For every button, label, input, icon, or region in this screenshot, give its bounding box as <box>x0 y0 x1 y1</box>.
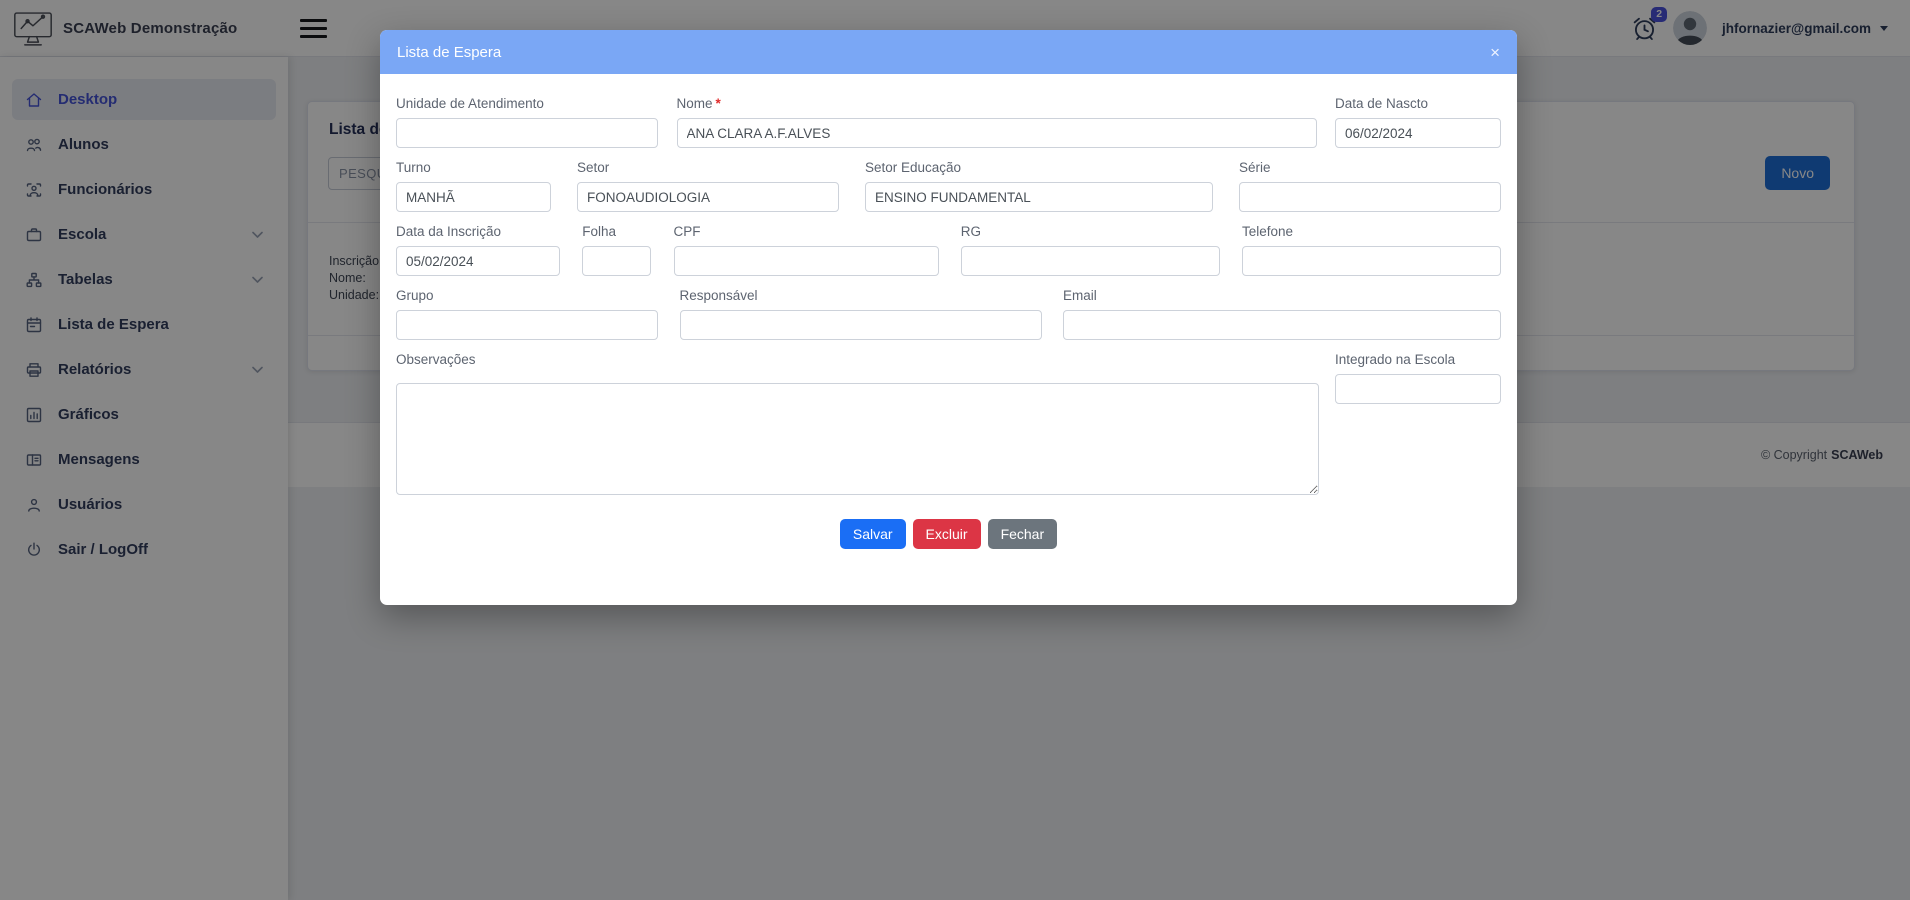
field-label-setor: Setor <box>577 160 610 175</box>
sidebar-item-desktop[interactable]: Desktop <box>12 79 276 120</box>
field-label-grupo: Grupo <box>396 288 434 303</box>
serie-field[interactable] <box>1239 182 1501 212</box>
sidebar-item-lista-de-espera[interactable]: Lista de Espera <box>12 304 276 345</box>
sidebar-item-label: Funcionários <box>58 181 153 198</box>
notification-badge: 2 <box>1651 6 1668 23</box>
grupo-field[interactable] <box>396 310 658 340</box>
sidebar-item-label: Gráficos <box>58 406 119 423</box>
chevron-down-icon <box>252 366 263 373</box>
setor-educacao-field[interactable] <box>865 182 1213 212</box>
copyright-text: © Copyright <box>1760 448 1828 462</box>
sidebar-item-label: Mensagens <box>58 451 140 468</box>
nome-field[interactable] <box>676 118 1317 148</box>
dropdown-caret-icon <box>1880 25 1888 31</box>
sidebar-item-alunos[interactable]: Alunos <box>12 124 276 165</box>
user-menu[interactable]: jhfornazier@gmail.com <box>1722 20 1871 36</box>
telefone-field[interactable] <box>1242 246 1501 276</box>
sidebar-item-label: Sair / LogOff <box>58 541 148 558</box>
printer-icon <box>26 362 42 377</box>
folha-field[interactable] <box>582 246 652 276</box>
chevron-down-icon <box>252 276 263 283</box>
turno-field[interactable] <box>396 182 551 212</box>
avatar[interactable] <box>1673 11 1708 45</box>
field-label-data-nascto: Data de Nascto <box>1335 96 1429 111</box>
close-button[interactable]: Fechar <box>987 519 1058 549</box>
integrado-na-escola-field[interactable] <box>1335 374 1501 404</box>
sidebar-item-escola[interactable]: Escola <box>12 214 276 255</box>
field-label-unidade-atendimento: Unidade de Atendimento <box>396 96 544 111</box>
record-line-unidade: Unidade: <box>329 288 380 302</box>
observacoes-field[interactable] <box>396 383 1319 495</box>
calendar-icon <box>26 316 42 332</box>
field-label-cpf: CPF <box>673 224 701 239</box>
briefcase-icon <box>26 227 42 241</box>
notifications-button[interactable]: 2 <box>1631 6 1668 42</box>
sidebar-item-relatorios[interactable]: Relatórios <box>12 349 276 390</box>
students-icon <box>26 138 42 151</box>
field-label-email: Email <box>1063 288 1097 303</box>
field-label-responsavel: Responsável <box>679 288 758 303</box>
field-label-folha: Folha <box>582 224 617 239</box>
cpf-field[interactable] <box>673 246 939 276</box>
sidebar-item-label: Desktop <box>58 91 118 108</box>
sidebar-item-mensagens[interactable]: Mensagens <box>12 439 276 480</box>
sitemap-icon <box>26 272 42 287</box>
sidebar-item-tabelas[interactable]: Tabelas <box>12 259 276 300</box>
record-line-nome: Nome: <box>329 271 366 285</box>
required-asterisk: * <box>715 96 721 111</box>
field-label-serie: Série <box>1239 160 1271 175</box>
sidebar: Desktop Alunos Funcionários Escola Tabel… <box>0 57 288 900</box>
lista-de-espera-modal: Lista de Espera × Unidade de Atendimento… <box>380 30 1517 605</box>
modal-title: Lista de Espera <box>397 43 502 61</box>
sidebar-item-label: Relatórios <box>58 361 132 378</box>
close-icon[interactable]: × <box>1490 42 1500 62</box>
novo-button[interactable]: Novo <box>1765 156 1830 190</box>
chart-icon <box>26 407 42 422</box>
rg-field[interactable] <box>960 246 1220 276</box>
data-nascto-field[interactable] <box>1335 118 1501 148</box>
field-label-data-inscricao: Data da Inscrição <box>396 224 502 239</box>
monitor-chart-logo-icon <box>14 11 52 46</box>
sidebar-item-label: Alunos <box>58 136 109 153</box>
data-inscricao-field[interactable] <box>396 246 560 276</box>
sidebar-item-label: Escola <box>58 226 107 243</box>
modal-header: Lista de Espera × <box>380 30 1517 74</box>
avatar-photo <box>1673 11 1708 45</box>
record-summary: Inscrição: Nome: Unidade: <box>329 253 383 304</box>
unidade-atendimento-field[interactable] <box>396 118 658 148</box>
sidebar-item-usuarios[interactable]: Usuários <box>12 484 276 525</box>
user-icon <box>28 498 40 512</box>
field-label-turno: Turno <box>396 160 431 175</box>
setor-field[interactable] <box>577 182 839 212</box>
responsavel-field[interactable] <box>679 310 1042 340</box>
field-label-rg: RG <box>960 224 981 239</box>
copyright-brand: SCAWeb <box>1831 448 1883 462</box>
field-label-setor-educacao: Setor Educação <box>865 160 962 175</box>
delete-button[interactable]: Excluir <box>912 519 981 549</box>
sidebar-item-graficos[interactable]: Gráficos <box>12 394 276 435</box>
staff-icon <box>26 182 42 197</box>
power-icon <box>28 542 40 556</box>
chevron-down-icon <box>252 231 263 238</box>
sidebar-item-label: Tabelas <box>58 271 113 288</box>
record-line-inscricao: Inscrição: <box>329 254 383 268</box>
app-title: SCAWeb Demonstração <box>63 19 238 37</box>
email-field[interactable] <box>1063 310 1501 340</box>
field-label-nome: Nome * <box>676 96 721 111</box>
message-icon <box>26 453 42 466</box>
app-brand: SCAWeb Demonstração <box>0 10 276 47</box>
home-icon <box>26 92 42 107</box>
sidebar-item-sair-logoff[interactable]: Sair / LogOff <box>12 529 276 570</box>
menu-toggle-button[interactable] <box>300 14 327 43</box>
field-label-integrado-na-escola: Integrado na Escola <box>1335 352 1456 367</box>
field-label-observacoes: Observações <box>396 352 476 367</box>
sidebar-item-label: Usuários <box>58 496 123 513</box>
sidebar-item-funcionarios[interactable]: Funcionários <box>12 169 276 210</box>
modal-body: Unidade de Atendimento Nome* Data de Nas… <box>380 74 1517 605</box>
sidebar-item-label: Lista de Espera <box>58 316 169 333</box>
field-label-telefone: Telefone <box>1242 224 1294 239</box>
save-button[interactable]: Salvar <box>839 519 906 549</box>
